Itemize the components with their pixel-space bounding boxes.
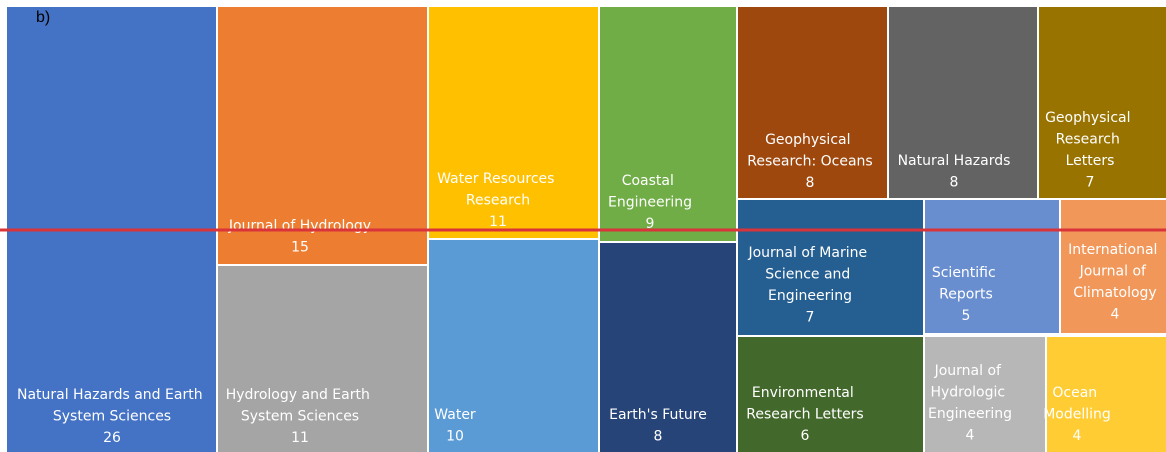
tile [429, 7, 598, 238]
tile-value: 10 [446, 429, 464, 445]
tile-name: Ocean Modelling [1043, 385, 1111, 423]
tile-name: Coastal Engineering [608, 173, 692, 211]
tile-name: Hydrology and Earth System Sciences [226, 387, 375, 425]
tile-name: Earth's Future [609, 407, 707, 423]
tile-value: 7 [1086, 175, 1095, 191]
chart-title: b) [36, 9, 50, 26]
tile-value: 6 [801, 428, 810, 444]
tile-name: Natural Hazards [898, 153, 1011, 169]
tile [1047, 337, 1166, 452]
tile [1039, 7, 1166, 198]
tile-name: Environmental Research Letters [746, 385, 863, 423]
tile-name: Scientific Reports [932, 265, 1000, 303]
tile [925, 337, 1045, 452]
tile [889, 7, 1037, 198]
tile [738, 337, 923, 452]
tile-name: Journal of Hydrology [228, 218, 371, 234]
tile-name: Water Resources Research [437, 171, 559, 209]
tile [218, 7, 427, 264]
tile-name: International Journal of Climatology [1068, 242, 1162, 301]
tile-value: 4 [966, 428, 975, 444]
tile-name: Journal of Hydrologic Engineering [928, 363, 1012, 422]
tile-name: Water [434, 407, 476, 423]
tile [1061, 200, 1166, 333]
tile-value: 8 [950, 175, 959, 191]
tile [925, 200, 1059, 333]
tile-value: 5 [962, 308, 971, 324]
tile-value: 4 [1111, 307, 1120, 323]
tile-value: 4 [1073, 428, 1082, 444]
tile-name: Geophysical Research: Oceans [747, 132, 872, 170]
tile-name: Natural Hazards and Earth System Science… [17, 387, 207, 425]
tile-value: 11 [489, 214, 507, 230]
tile [218, 266, 427, 452]
tile-value: 9 [646, 216, 655, 232]
tile [738, 7, 887, 198]
tile-value: 8 [806, 175, 815, 191]
tile-name: Journal of Marine Science and Engineerin… [747, 245, 871, 304]
tile-value: 15 [291, 240, 309, 256]
tile-value: 8 [654, 429, 663, 445]
tile-value: 7 [806, 310, 815, 326]
tile [429, 240, 598, 452]
tile-value: 11 [291, 430, 309, 446]
tile [600, 7, 736, 241]
tile-value: 26 [103, 430, 121, 446]
tile-name: Geophysical Research Letters [1045, 110, 1135, 169]
tile [738, 200, 923, 335]
tile [600, 243, 736, 452]
